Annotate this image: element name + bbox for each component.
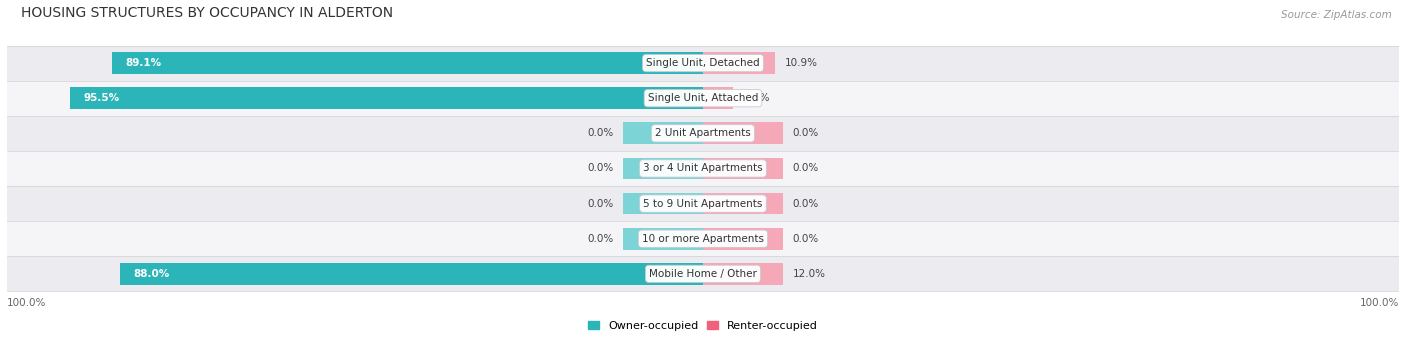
Text: 88.0%: 88.0% [134,269,169,279]
Text: 5 to 9 Unit Apartments: 5 to 9 Unit Apartments [644,198,762,209]
Text: 0.0%: 0.0% [793,163,818,174]
Text: 89.1%: 89.1% [125,58,162,68]
Bar [7,186,1399,221]
Bar [7,45,1399,80]
Text: 0.0%: 0.0% [793,234,818,244]
Bar [623,228,703,250]
Bar [120,263,703,285]
Text: 3 or 4 Unit Apartments: 3 or 4 Unit Apartments [643,163,763,174]
Text: 0.0%: 0.0% [793,128,818,138]
Bar [703,87,734,109]
Bar [7,256,1399,292]
Text: 0.0%: 0.0% [588,198,613,209]
Bar [703,193,783,214]
Text: 0.0%: 0.0% [588,163,613,174]
Bar [703,263,783,285]
Text: 0.0%: 0.0% [793,198,818,209]
Text: Source: ZipAtlas.com: Source: ZipAtlas.com [1281,11,1392,20]
Text: Mobile Home / Other: Mobile Home / Other [650,269,756,279]
Bar [703,158,783,179]
Text: 100.0%: 100.0% [1360,298,1399,308]
Text: 4.6%: 4.6% [744,93,770,103]
Text: 2 Unit Apartments: 2 Unit Apartments [655,128,751,138]
Text: 0.0%: 0.0% [588,128,613,138]
Legend: Owner-occupied, Renter-occupied: Owner-occupied, Renter-occupied [583,316,823,336]
Bar [623,193,703,214]
Bar [112,52,703,74]
Text: 10 or more Apartments: 10 or more Apartments [643,234,763,244]
Text: 12.0%: 12.0% [793,269,825,279]
Bar [7,221,1399,256]
Text: Single Unit, Attached: Single Unit, Attached [648,93,758,103]
Bar [623,122,703,144]
Bar [623,158,703,179]
Bar [7,151,1399,186]
Text: 95.5%: 95.5% [83,93,120,103]
Bar [70,87,703,109]
Bar [7,80,1399,116]
Bar [7,116,1399,151]
Bar [703,228,783,250]
Text: Single Unit, Detached: Single Unit, Detached [647,58,759,68]
Bar [703,52,775,74]
Bar [703,122,783,144]
Text: 10.9%: 10.9% [785,58,818,68]
Text: 100.0%: 100.0% [7,298,46,308]
Text: HOUSING STRUCTURES BY OCCUPANCY IN ALDERTON: HOUSING STRUCTURES BY OCCUPANCY IN ALDER… [21,6,394,20]
Text: 0.0%: 0.0% [588,234,613,244]
